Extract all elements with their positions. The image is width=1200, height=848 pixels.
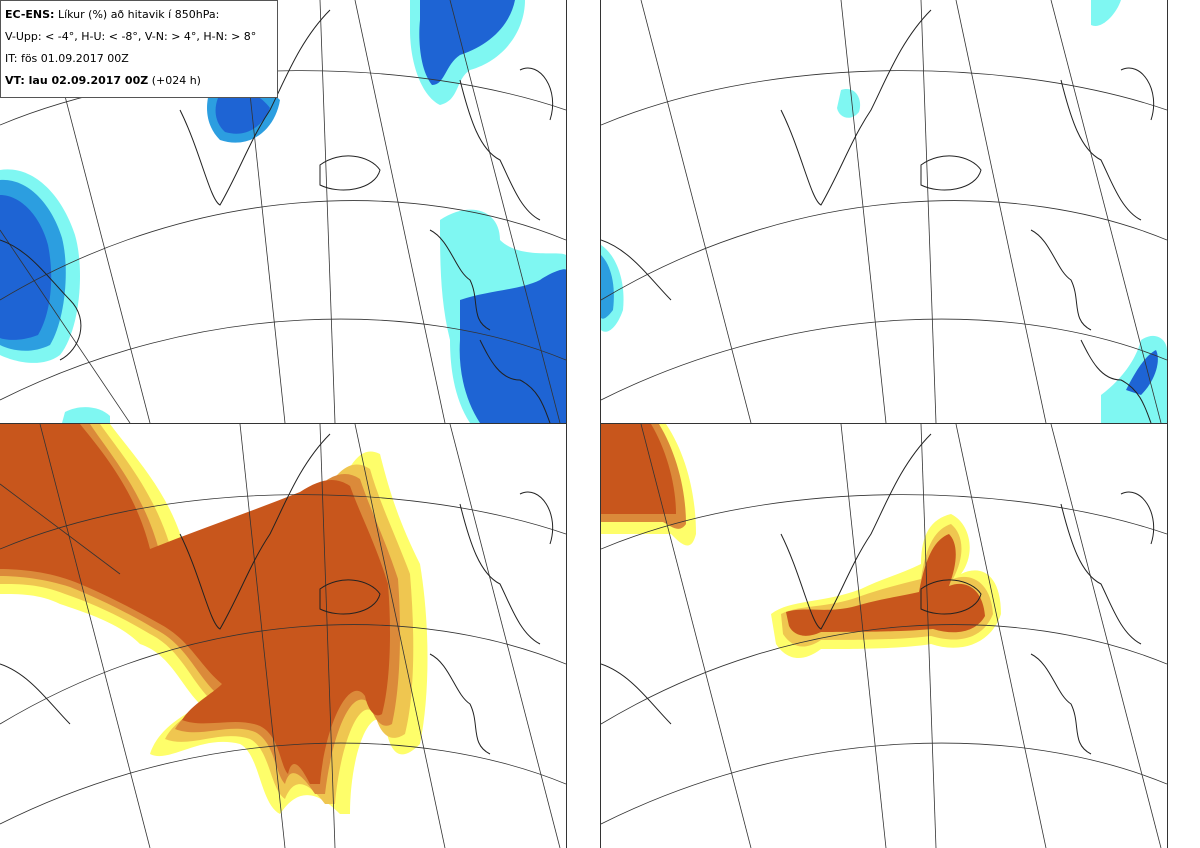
legend-title: Líkur (%) að hitavik í 850hPa: [57, 8, 220, 21]
coastlines [0, 9, 554, 423]
legend-model: EC-ENS: [5, 8, 55, 21]
coastlines [601, 433, 1155, 755]
probability-fill [0, 424, 428, 814]
map-canvas-warm-plus4 [0, 424, 566, 848]
legend-lead-time: (+024 h) [151, 74, 201, 87]
coastlines [0, 433, 554, 755]
lat-lon-grid [0, 424, 566, 848]
coastlines [601, 9, 1155, 423]
probability-fill [0, 0, 566, 423]
lat-lon-grid [601, 0, 1167, 423]
map-panel-top-left: EC-ENS: Líkur (%) að hitavik í 850hPa: V… [0, 0, 567, 424]
probability-fill [601, 0, 1167, 423]
map-panel-bottom-right: 1009565355 [600, 424, 1168, 848]
map-canvas-cold-minus4 [0, 0, 566, 423]
legend-init-time: IT: fös 01.09.2017 00Z [5, 52, 129, 65]
map-panel-bottom-left: 1009565355 [0, 424, 567, 848]
legend-valid-time: VT: lau 02.09.2017 00Z [5, 74, 149, 87]
probability-fill [601, 424, 1001, 659]
map-panel-top-right: 1009565355 [600, 0, 1168, 424]
map-canvas-cold-minus8 [601, 0, 1167, 423]
lat-lon-grid [601, 424, 1167, 848]
map-canvas-warm-plus8 [601, 424, 1167, 848]
map-legend: EC-ENS: Líkur (%) að hitavik í 850hPa: V… [0, 0, 278, 98]
legend-thresholds: V-Upp: < -4°, H-U: < -8°, V-N: > 4°, H-N… [5, 30, 257, 43]
